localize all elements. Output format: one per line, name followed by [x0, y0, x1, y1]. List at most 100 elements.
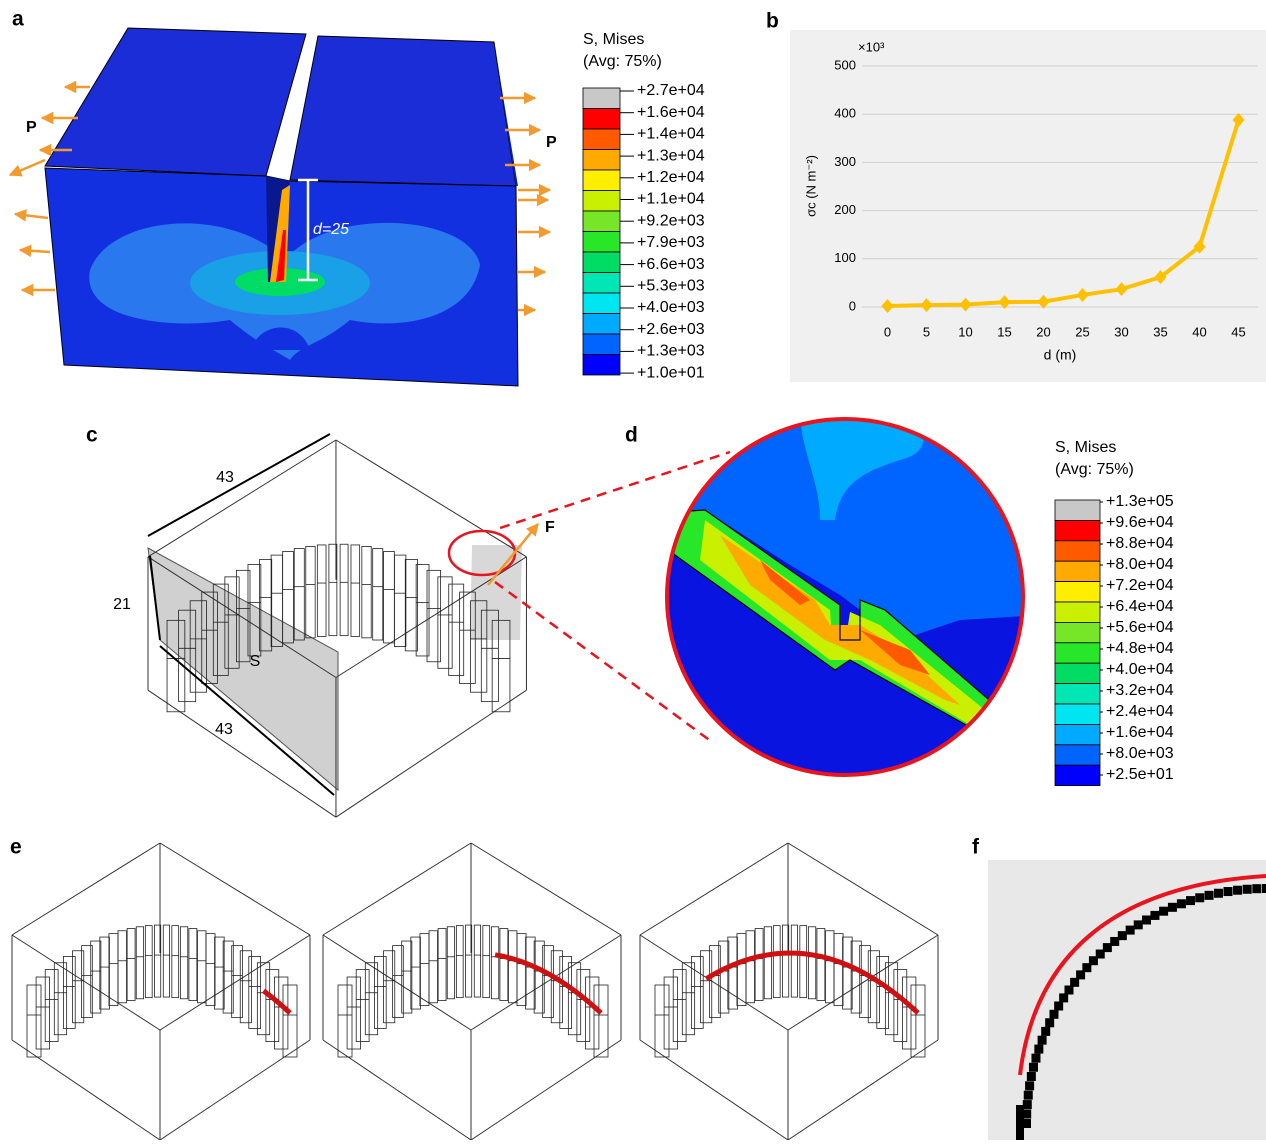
legend-label: +2.7e+04	[637, 82, 705, 99]
stair-step	[1059, 993, 1068, 1002]
wall-panel	[206, 934, 215, 1006]
wall-panel	[808, 927, 815, 999]
wall-panel	[438, 928, 446, 1000]
dimension-label: 43	[216, 469, 234, 486]
zoom-view	[660, 410, 1040, 790]
depth-label: d=25	[313, 221, 349, 238]
wall-panel	[145, 926, 152, 998]
axis-multiplier: ×10³	[858, 39, 885, 54]
wall-panel	[257, 963, 269, 1035]
wall-panel	[746, 931, 754, 1003]
dim-line	[148, 434, 330, 536]
legend-label: +9.2e+03	[637, 212, 705, 229]
stair-step	[1252, 884, 1261, 893]
stair-step	[1045, 1018, 1054, 1027]
stair-step	[1142, 915, 1151, 924]
wall-panel	[172, 926, 179, 998]
stair-step	[1031, 1054, 1040, 1063]
page: a P P d=25 S, Mises (Avg: 75%) b ×10³ σc…	[0, 0, 1266, 1140]
load-arrow	[10, 160, 45, 175]
wall-panel	[755, 928, 763, 1000]
stair-step	[1049, 1010, 1058, 1019]
legend-label: +2.4e+04	[1106, 703, 1174, 720]
stair-step	[1195, 893, 1204, 902]
wall-panel	[500, 928, 508, 1000]
wall-panel	[456, 926, 463, 998]
wall-panel	[100, 937, 110, 1009]
stair-step	[1150, 911, 1159, 920]
wire-edge	[336, 440, 527, 557]
wall-panel	[127, 928, 135, 1000]
legend-label: +2.6e+03	[637, 321, 705, 338]
wire-edge	[640, 935, 788, 1030]
dimension-label: 43	[215, 721, 233, 738]
wall-panel	[764, 927, 771, 999]
wall-panel	[351, 545, 360, 636]
x-tick-label: 40	[1192, 324, 1206, 339]
legend-swatch	[583, 355, 620, 376]
legend-swatch	[1055, 684, 1100, 704]
block-top-left	[45, 28, 306, 176]
legend-swatch	[1055, 643, 1100, 663]
x-tick-label: 35	[1153, 324, 1167, 339]
wire-edge	[336, 690, 527, 817]
wall-panel	[885, 963, 897, 1035]
wall-panel	[594, 985, 608, 1057]
wall-panel	[817, 928, 825, 1000]
legend-swatch	[1055, 582, 1100, 602]
legend-swatch	[1055, 561, 1100, 581]
wall-panel	[27, 985, 41, 1057]
panel-label: a	[12, 8, 24, 31]
load-arrow	[20, 250, 50, 252]
legend-label: +1.2e+04	[637, 169, 705, 186]
legend-subtitle: (Avg: 75%)	[1055, 461, 1134, 478]
legend-swatch	[1055, 663, 1100, 683]
legend-subtitle: (Avg: 75%)	[583, 53, 662, 70]
panel-label: c	[86, 424, 98, 447]
legend-swatch	[583, 170, 620, 191]
wall-panel	[54, 963, 66, 1035]
legend-swatch	[583, 334, 620, 355]
stair-step	[1041, 1027, 1050, 1036]
y-tick-label: 300	[834, 154, 856, 169]
legend-label: +3.2e+04	[1106, 682, 1174, 699]
wall-panel	[274, 977, 287, 1049]
wall-panel	[338, 985, 352, 1057]
legend-label: +1.3e+03	[637, 343, 705, 360]
legend-swatch	[583, 211, 620, 232]
wall-panel	[673, 970, 686, 1042]
legend-label: +4.8e+04	[1106, 640, 1174, 657]
x-tick-label: 30	[1114, 324, 1128, 339]
wire-edge	[12, 843, 160, 935]
stair-step	[1262, 884, 1266, 893]
force-label: F	[545, 519, 555, 536]
legend-swatch	[1055, 602, 1100, 622]
wall-panel	[491, 927, 498, 999]
y-tick-label: 200	[834, 202, 856, 217]
legend-swatch	[583, 273, 620, 294]
failure-path	[264, 991, 290, 1013]
legend-swatch	[1055, 622, 1100, 642]
legend-label: +1.3e+04	[637, 147, 705, 164]
stair-step	[1177, 899, 1186, 908]
legend-label: +6.4e+04	[1106, 598, 1174, 615]
x-tick-label: 15	[997, 324, 1011, 339]
wall-panel	[737, 934, 746, 1006]
stair-step	[1029, 1063, 1038, 1072]
stair-step	[1064, 986, 1073, 995]
legend-swatch	[583, 150, 620, 171]
y-tick-label: 0	[849, 298, 856, 313]
wall-panel	[384, 551, 395, 642]
legend-swatch	[1055, 745, 1100, 765]
stair-step	[1186, 896, 1195, 905]
wall-panel	[902, 977, 915, 1049]
stair-step	[1243, 885, 1252, 894]
wall-panel	[517, 934, 526, 1006]
panel-label: f	[972, 836, 980, 859]
wall-panel	[362, 546, 371, 637]
stair-step	[1224, 887, 1233, 896]
stair-step	[1168, 903, 1177, 912]
legend-title: S, Mises	[583, 31, 644, 48]
stair-step	[1233, 886, 1242, 895]
panel-a-model	[45, 28, 518, 386]
